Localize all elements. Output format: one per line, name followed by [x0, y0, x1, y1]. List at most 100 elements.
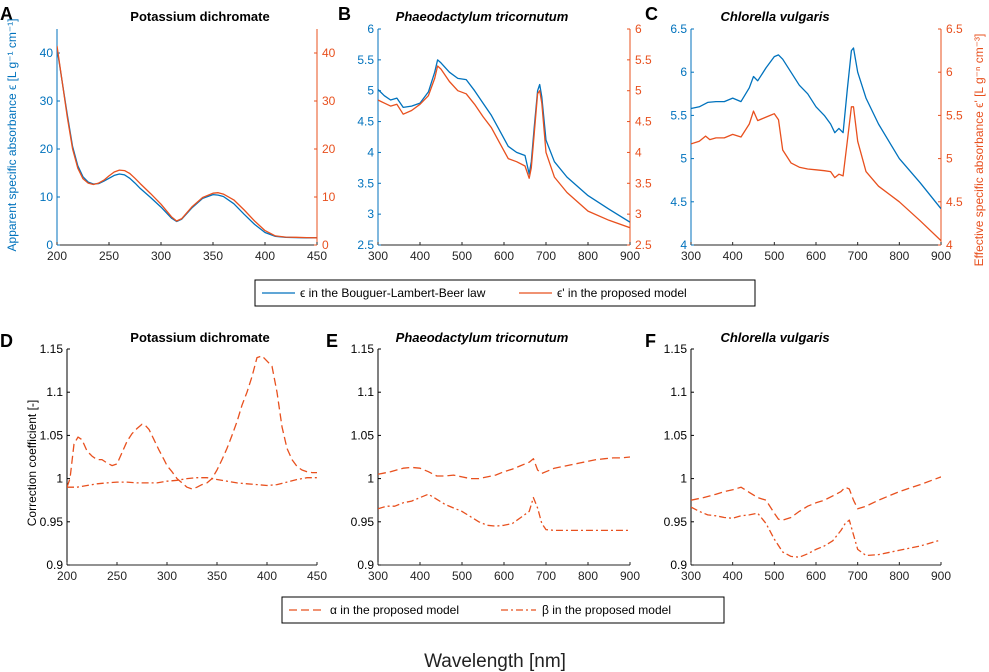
panel-e-letter: E — [326, 331, 338, 351]
panel-b-series-2 — [378, 65, 630, 229]
panel-f-xtick-label: 900 — [931, 569, 951, 583]
panel-c-series-2 — [691, 106, 941, 242]
panel-c-ytick-right-label: 6 — [946, 65, 953, 79]
panel-f-series-1 — [691, 476, 941, 521]
panel-a-xtick-label: 400 — [255, 249, 275, 263]
panel-d-ytick-label: 1.15 — [40, 342, 64, 356]
panel-b-ytick-right-label: 3 — [635, 207, 642, 221]
panel-d-ytick-label: 1.05 — [40, 428, 64, 442]
panel-b-ytick-label: 4 — [367, 145, 374, 159]
panel-c-ytick-label: 5 — [680, 152, 687, 166]
panel-a-title: Potassium dichromate — [130, 9, 269, 24]
panel-c-xtick-label: 400 — [723, 249, 743, 263]
panel-f-xtick-label: 800 — [889, 569, 909, 583]
panel-d-ytick-label: 0.95 — [40, 515, 64, 529]
panel-e-xtick-label: 400 — [410, 569, 430, 583]
panel-b-ytick-label: 3 — [367, 207, 374, 221]
panel-f-xtick-label: 300 — [681, 569, 701, 583]
panel-b: 300 400 500 600 700 800 9002.533.544.555.562.5… — [357, 22, 652, 263]
panel-e-ytick-label: 1.05 — [351, 428, 375, 442]
panel-c-ytick-right-label: 4 — [946, 238, 953, 252]
panel-a-ytick-right-label: 30 — [322, 94, 336, 108]
panel-e: 300 400 500 600 700 800 900 0.9 0.95 1 1.05 1.1 1.15 — [351, 342, 641, 583]
panel-b-ytick-label: 6 — [367, 22, 374, 36]
legend-top-label-1: ϵ in the Bouguer-Lambert-Beer law — [300, 286, 486, 300]
panel-a-series-1 — [57, 48, 317, 239]
panel-b-title: Phaeodactylum tricornutum — [396, 9, 569, 24]
panel-a-series-2 — [57, 45, 317, 239]
panel-b-ytick-right-label: 4.5 — [635, 115, 652, 129]
panel-a-xtick-label: 250 — [99, 249, 119, 263]
panel-a-ytick-label: 10 — [40, 190, 54, 204]
panel-b-ytick-label: 4.5 — [357, 115, 374, 129]
panel-e-xtick-label: 800 — [578, 569, 598, 583]
panel-e-ytick-label: 1.15 — [351, 342, 375, 356]
panel-b-ytick-right-label: 2.5 — [635, 238, 652, 252]
panel-a-ytick-label: 40 — [40, 46, 54, 60]
panel-d-series-1 — [67, 355, 317, 490]
panel-b-ytick-label: 5 — [367, 84, 374, 98]
panel-f-ytick-label: 1.15 — [664, 342, 688, 356]
panel-b-xtick-label: 900 — [620, 249, 640, 263]
panel-e-series-2 — [378, 493, 630, 532]
panel-e-xtick-label: 300 — [368, 569, 388, 583]
panel-a-xtick-label: 200 — [47, 249, 67, 263]
panel-f-letter: F — [645, 331, 656, 351]
panel-e-xtick-label: 600 — [494, 569, 514, 583]
legend-top-label-2: ϵ' in the proposed model — [557, 286, 687, 300]
panel-e-title: Phaeodactylum tricornutum — [396, 330, 569, 345]
panel-f-series-2 — [691, 506, 941, 558]
panel-a-ytick-right-label: 10 — [322, 190, 336, 204]
panel-a-xtick-label: 350 — [203, 249, 223, 263]
panel-f: 300 400 500 600 700 800 900 0.9 0.95 1 1.05 1.1 1.15 — [664, 342, 952, 583]
panel-f-xtick-label: 500 — [764, 569, 784, 583]
panel-c-ytick-right-label: 5 — [946, 152, 953, 166]
panel-c-ytick-right-label: 4.5 — [946, 195, 963, 209]
panel-d: 200 250 300 350 400 450 0.9 0.95 1 1.05 1.1 1.15 — [40, 342, 328, 583]
panel-f-xtick-label: 700 — [848, 569, 868, 583]
panel-c-ytick-label: 6.5 — [670, 22, 687, 36]
panel-e-xtick-label: 700 — [536, 569, 556, 583]
panel-c-xtick-label: 600 — [806, 249, 826, 263]
panel-b-series-1 — [378, 59, 630, 223]
panel-c-xtick-label: 700 — [848, 249, 868, 263]
panel-d-ytick-label: 1.1 — [46, 385, 63, 399]
panel-c-ytick-right-label: 5.5 — [946, 108, 963, 122]
panel-f-ytick-label: 1.05 — [664, 428, 688, 442]
panel-d-xtick-label: 200 — [57, 569, 77, 583]
panel-b-ytick-right-label: 5.5 — [635, 53, 652, 67]
panel-d-title: Potassium dichromate — [130, 330, 269, 345]
panel-d-letter: D — [0, 331, 13, 351]
panel-e-ytick-label: 0.9 — [357, 558, 374, 572]
panel-b-xtick-label: 400 — [410, 249, 430, 263]
panel-e-ytick-label: 1 — [367, 472, 374, 486]
panel-a-ytick-label: 0 — [46, 238, 53, 252]
panel-a-letter: A — [0, 4, 13, 24]
panel-d-ylabel: Correction coefficient [-] — [25, 400, 39, 527]
panel-c-title: Chlorella vulgaris — [720, 9, 829, 24]
panel-a-xtick-label: 300 — [151, 249, 171, 263]
panel-c-ytick-label: 5.5 — [670, 108, 687, 122]
panel-f-xtick-label: 600 — [806, 569, 826, 583]
legend-top-box — [254, 279, 756, 307]
panel-a-ytick-right-label: 20 — [322, 142, 336, 156]
panel-d-xtick-label: 450 — [307, 569, 327, 583]
panel-a-ytick-right-label: 0 — [322, 238, 329, 252]
panel-e-ytick-label: 0.95 — [351, 515, 375, 529]
panel-c-series-1 — [691, 47, 941, 210]
panel-a-ytick-label: 20 — [40, 142, 54, 156]
panel-b-letter: B — [338, 4, 351, 24]
panel-b-ytick-right-label: 4 — [635, 145, 642, 159]
panel-c-xtick-label: 800 — [889, 249, 909, 263]
panel-c-letter: C — [645, 4, 658, 24]
panel-b-xtick-label: 300 — [368, 249, 388, 263]
panel-b-xtick-label: 700 — [536, 249, 556, 263]
panel-f-ytick-label: 0.95 — [664, 515, 688, 529]
panel-b-xtick-label: 800 — [578, 249, 598, 263]
panel-d-xtick-label: 350 — [207, 569, 227, 583]
legend-bottom-label-1: α in the proposed model — [330, 603, 459, 617]
panel-b-ytick-right-label: 6 — [635, 22, 642, 36]
panel-a-xtick-label: 450 — [307, 249, 327, 263]
